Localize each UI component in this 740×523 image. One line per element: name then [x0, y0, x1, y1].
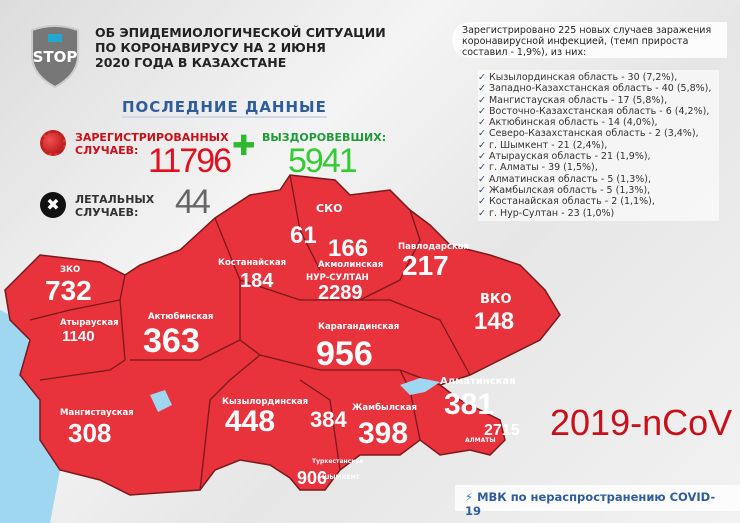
registered-count: 11796	[148, 142, 232, 180]
footer-banner: ⚡ МВК по нераспространению COVID-19	[455, 485, 740, 518]
registered-label: ЗАРЕГИСТРИРОВАННЫХ СЛУЧАЕВ:	[75, 131, 229, 157]
list-item: г. Шымкент - 21 (2,4%),	[478, 140, 711, 151]
list-item: Актюбинская область - 14 (4,0%),	[478, 117, 711, 128]
region-name-sko: СКО	[316, 202, 343, 215]
region-value-vko: 148	[474, 308, 515, 335]
svg-text:STOP: STOP	[33, 48, 78, 66]
deaths-icon: ✖	[40, 192, 66, 218]
region-name-atyrau: Атырауская	[60, 318, 119, 328]
region-value-zko: 732	[45, 275, 92, 306]
stop-covid-logo: STOP	[31, 25, 79, 88]
new-cases-summary: Зарегистрировано 225 новых случаев зараж…	[452, 22, 727, 58]
footer-text: МВК по нераспространению COVID-19	[465, 490, 716, 518]
region-name-mangystau: Мангистауская	[60, 408, 134, 418]
city-value-almaty: 2715	[484, 422, 520, 439]
virus-icon	[40, 130, 66, 156]
new-cases-list: Кызылординская область - 30 (7,2%),Запад…	[478, 70, 720, 221]
list-item: Кызылординская область - 30 (7,2%),	[478, 72, 711, 83]
region-name-zko: ЗКО	[60, 265, 81, 275]
region-value-karaganda: 956	[316, 335, 373, 373]
region-name-turkestan: Туркестанская	[312, 458, 364, 465]
region-name-akmola: Акмолинская	[318, 260, 384, 270]
city-name-almaty: АЛМАТЫ	[465, 437, 496, 444]
plus-icon: ✚	[232, 129, 256, 162]
list-item: Жамбылская область - 5 (1,3%),	[478, 185, 711, 196]
brand-text: 2019-nCoV	[550, 402, 733, 443]
region-value-384: 384	[310, 407, 347, 432]
region-value-pavlodar: 217	[402, 250, 449, 281]
list-item: г. Нур-Султан - 23 (1,0%)	[478, 208, 711, 219]
list-item: Северо-Казахстанская область - 2 (3,4%),	[478, 128, 711, 139]
country-shape	[4, 174, 561, 496]
region-name-kyzylorda: Кызылординская	[222, 397, 309, 407]
region-value-sko: 61	[290, 222, 317, 249]
city-value-nur-sultan: 2289	[318, 282, 363, 304]
region-value-atyrau: 1140	[62, 328, 95, 345]
region-value-aktobe: 363	[143, 322, 200, 360]
region-name-kostanay: Костанайская	[218, 258, 287, 268]
list-item: Костанайская область - 2 (1,1%),	[478, 196, 711, 207]
lightning-icon: ⚡	[465, 490, 478, 504]
city-name-shymkent: ШЫМКЕНТ	[322, 474, 360, 481]
region-value-zhambyl: 398	[358, 417, 409, 450]
region-name-karaganda: Карагандинская	[318, 322, 400, 332]
list-item: Западно-Казахстанская область - 40 (5,8%…	[478, 83, 711, 94]
list-item: Атырауская область - 21 (1,9%),	[478, 151, 711, 162]
recovered-count: 5941	[288, 142, 358, 180]
region-value-akmola: 166	[328, 235, 369, 262]
list-item: Мангистауская область - 17 (5,8%),	[478, 95, 711, 106]
deaths-label: ЛЕТАЛЬНЫХ СЛУЧАЕВ:	[75, 193, 155, 219]
deaths-count: 44	[175, 183, 211, 221]
page-title: ОБ ЭПИДЕМИОЛОГИЧЕСКОЙ СИТУАЦИИ ПО КОРОНАВ…	[95, 25, 386, 70]
region-value-kostanay: 184	[240, 270, 274, 292]
region-value-kyzylorda: 448	[225, 405, 276, 438]
latest-data-heading: ПОСЛЕДНИЕ ДАННЫЕ	[122, 98, 327, 118]
region-name-almaty-region: Алматинская	[440, 376, 516, 387]
region-name-zhambyl: Жамбылская	[352, 403, 417, 413]
city-name-nur-sultan: НУР-СУЛТАН	[306, 273, 369, 283]
region-value-mangystau: 308	[68, 418, 112, 448]
list-item: г. Алматы - 39 (1,5%),	[478, 162, 711, 173]
balkhash-lake	[400, 378, 440, 395]
list-item: Алматинская область - 5 (1,3%),	[478, 174, 711, 185]
region-value-almaty-region: 381	[444, 388, 495, 421]
region-name-vko: ВКО	[480, 292, 512, 307]
city-value-shymkent: 906	[297, 468, 328, 488]
recovered-label: ВЫЗДОРОВЕВШИХ:	[262, 131, 387, 144]
caspian-sea	[0, 310, 60, 523]
region-name-aktobe: Актюбинская	[148, 312, 214, 322]
list-item: Восточно-Казахстанская область - 6 (4,2%…	[478, 106, 711, 117]
aral-sea	[150, 390, 172, 412]
region-name-pavlodar: Павлодарская	[398, 242, 469, 252]
